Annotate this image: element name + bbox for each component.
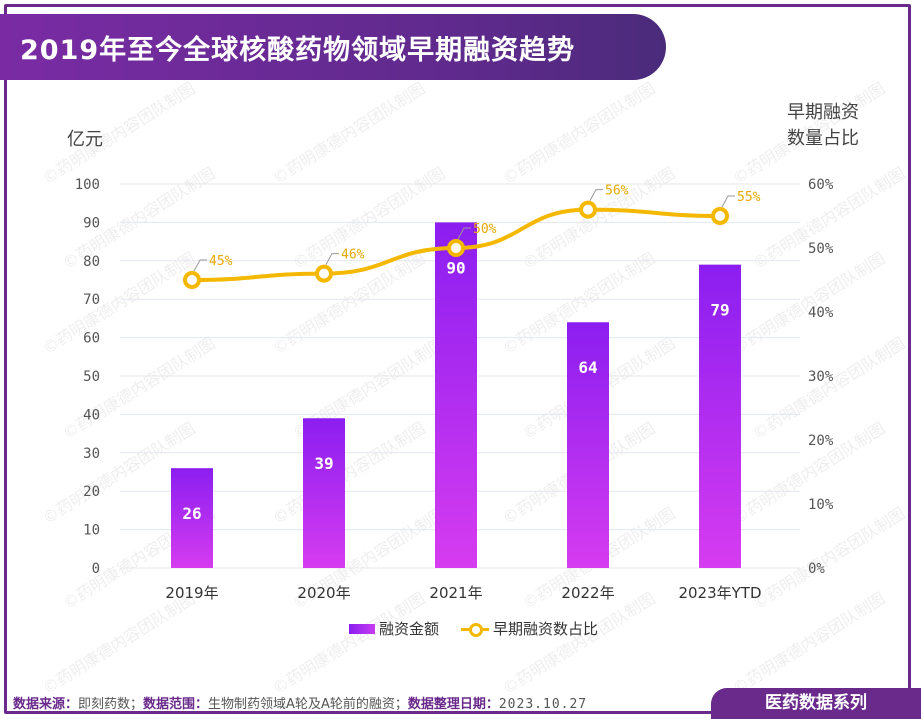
line-point xyxy=(183,271,201,289)
right-tick-label: 20% xyxy=(808,433,834,449)
left-tick-label: 10 xyxy=(83,523,100,539)
bar-value-label: 26 xyxy=(182,504,201,523)
right-tick-label: 60% xyxy=(808,177,834,193)
series-badge: 医药数据系列 xyxy=(711,688,921,719)
line-value-label: 46% xyxy=(341,248,365,263)
right-axis-ticks: 0% 10% 20% 30% 40% 50% 60% xyxy=(808,177,834,577)
left-tick-label: 50 xyxy=(83,369,100,385)
footer-date-label: 数据整理日期： xyxy=(407,697,499,712)
line-point xyxy=(315,264,333,283)
bar xyxy=(171,468,213,568)
bar-value-label: 64 xyxy=(578,358,597,377)
point-label-leader xyxy=(721,195,735,208)
right-axis-title: 早期融资 数量占比 xyxy=(787,100,859,152)
right-tick-label: 50% xyxy=(808,241,834,257)
point-label-leader xyxy=(193,259,207,272)
point-label-leader xyxy=(457,227,471,240)
legend-item-bar: 融资金额 xyxy=(349,618,439,639)
legend: 融资金额 早期融资数占比 xyxy=(0,618,921,642)
line-value-label: 56% xyxy=(605,184,629,199)
right-tick-label: 30% xyxy=(808,369,834,385)
line-value-label: 55% xyxy=(737,190,761,205)
left-tick-label: 40 xyxy=(83,407,100,423)
left-tick-label: 100 xyxy=(75,177,100,193)
chart-frame xyxy=(4,4,911,714)
left-tick-label: 0 xyxy=(92,561,100,577)
chart-title: 2019年至今全球核酸药物领域早期融资趋势 xyxy=(20,35,576,66)
legend-bar-label: 融资金额 xyxy=(379,620,440,638)
right-axis-title-line1: 早期融资 xyxy=(787,102,859,123)
x-tick-label: 2022年 xyxy=(561,584,614,602)
right-axis-title-line2: 数量占比 xyxy=(787,128,859,149)
x-tick-label: 2021年 xyxy=(429,584,482,602)
footer-source: 数据来源：即刻药数；数据范围：生物制药领域A轮及A轮前的融资；数据整理日期：20… xyxy=(13,693,587,712)
bar xyxy=(567,322,609,568)
bar xyxy=(303,418,345,568)
bar xyxy=(699,264,741,568)
left-tick-label: 30 xyxy=(83,446,100,462)
footer-source-label: 数据来源： xyxy=(13,697,79,712)
bars-layer: 26 39 90 64 79 xyxy=(171,222,741,568)
legend-bar-swatch xyxy=(349,623,375,634)
x-tick-label: 2020年 xyxy=(297,584,350,602)
right-tick-label: 40% xyxy=(808,305,834,321)
footer-scope-label: 数据范围： xyxy=(143,697,209,712)
left-tick-label: 70 xyxy=(83,292,100,308)
line-value-label: 50% xyxy=(473,222,497,237)
point-label-leader xyxy=(589,189,603,201)
left-axis-title: 亿元 xyxy=(67,129,103,150)
bar-value-label: 39 xyxy=(314,454,333,473)
line-point xyxy=(447,239,465,257)
bar-value-label: 90 xyxy=(446,258,465,277)
left-axis-ticks: 0 10 20 30 40 50 60 70 80 90 100 xyxy=(75,177,100,577)
right-tick-label: 10% xyxy=(808,497,834,513)
right-tick-label: 0% xyxy=(808,561,825,577)
legend-line-swatch xyxy=(461,622,489,637)
x-axis-labels: 2019年 2020年 2021年 2022年 2023年YTD xyxy=(165,584,761,602)
left-tick-label: 20 xyxy=(83,484,100,500)
left-tick-label: 60 xyxy=(83,331,100,347)
left-tick-label: 80 xyxy=(83,254,100,270)
bar xyxy=(435,222,477,568)
x-tick-label: 2023年YTD xyxy=(678,584,761,602)
footer-source-value: 即刻药数； xyxy=(78,697,144,712)
bar-value-label: 79 xyxy=(710,301,729,320)
line-point xyxy=(579,200,597,219)
line-value-label: 45% xyxy=(209,254,233,269)
line-layer: 45% 46% 50% 56% 55% xyxy=(183,184,761,289)
left-tick-label: 90 xyxy=(83,215,100,231)
footer-date-value: 2023.10.27 xyxy=(498,697,588,712)
footer-scope-value: 生物制药领域A轮及A轮前的融资； xyxy=(208,697,408,712)
title-banner xyxy=(0,14,666,80)
legend-line-label: 早期融资数占比 xyxy=(493,620,599,638)
line-point xyxy=(711,207,729,225)
x-tick-label: 2019年 xyxy=(165,584,218,602)
point-label-leader xyxy=(325,253,339,265)
legend-item-line: 早期融资数占比 xyxy=(461,618,598,639)
